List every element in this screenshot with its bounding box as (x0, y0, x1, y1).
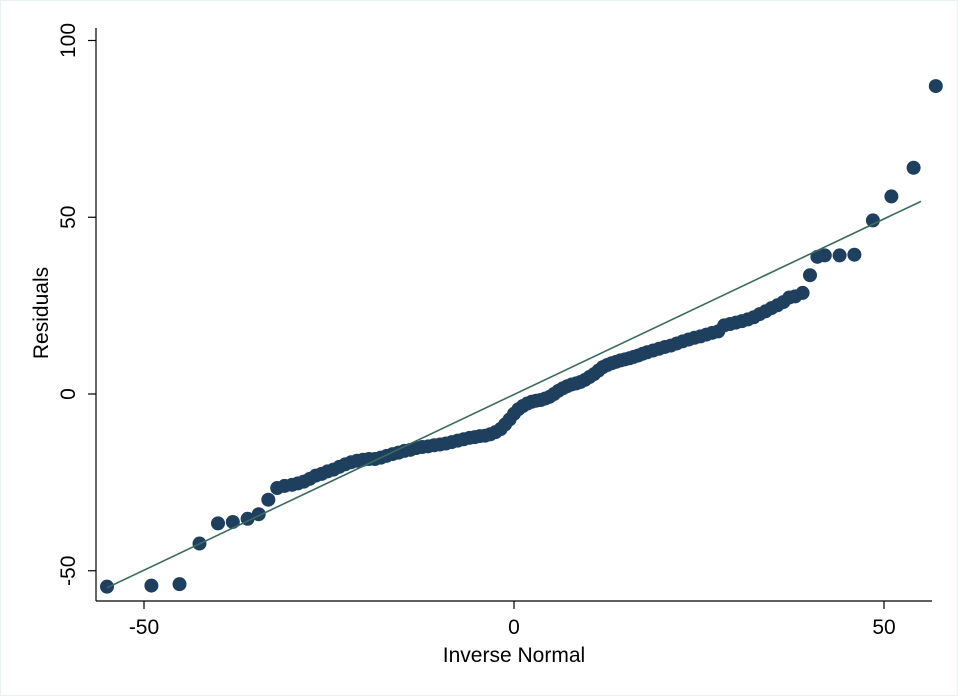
x-tick-label: 0 (508, 616, 520, 639)
data-point (211, 516, 225, 531)
data-point (865, 213, 880, 228)
data-point (803, 268, 817, 283)
points (100, 79, 943, 594)
y-tick-label: 50 (57, 206, 80, 229)
data-point (906, 160, 921, 175)
ticks: -50 0 50 -50 0 50 100 (57, 23, 896, 639)
x-tick-label: 50 (872, 616, 895, 639)
y-tick-label: -50 (57, 556, 80, 586)
data-point (928, 79, 943, 94)
reference-line (106, 200, 922, 589)
data-point (832, 248, 847, 263)
data-point (817, 248, 832, 263)
reference-line-group (106, 200, 922, 589)
data-point (172, 577, 187, 592)
data-point (225, 514, 240, 529)
data-point (847, 247, 862, 262)
x-axis-title: Inverse Normal (443, 644, 585, 667)
y-tick-label: 100 (57, 23, 80, 58)
y-tick-label: 0 (57, 388, 80, 400)
data-point (795, 285, 810, 300)
x-tick-label: -50 (129, 616, 159, 639)
data-point (100, 579, 114, 594)
data-point (261, 492, 276, 507)
axes (95, 28, 932, 602)
data-point (884, 189, 899, 204)
data-point (144, 578, 159, 593)
y-axis-title: Residuals (30, 267, 53, 359)
